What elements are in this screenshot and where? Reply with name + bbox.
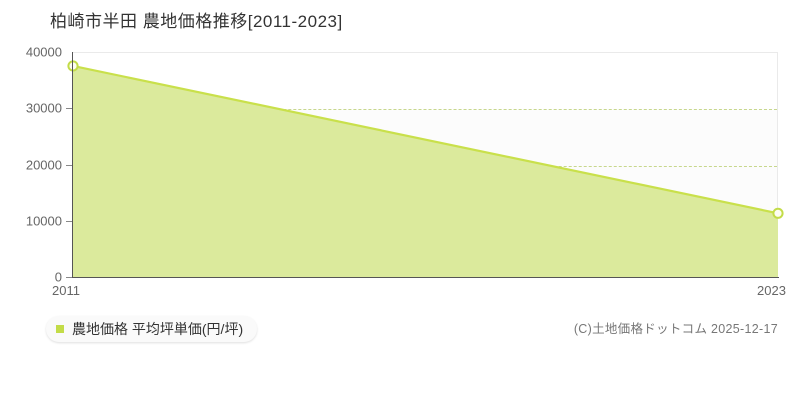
legend-color-swatch-icon xyxy=(56,325,64,333)
y-axis-tick-label-10000: 10000 xyxy=(25,213,62,229)
y-axis-tick-label-0: 0 xyxy=(54,269,62,285)
x-axis-tick-label-2023: 2023 xyxy=(757,283,786,298)
y-axis-tick-mark-0 xyxy=(66,277,73,278)
data-point-marker-2011 xyxy=(67,60,79,72)
data-point-marker-2023 xyxy=(772,207,784,219)
x-axis-line xyxy=(73,277,779,278)
plot-area xyxy=(67,52,784,278)
y-axis-tick-mark-30000 xyxy=(66,108,73,110)
series-line-agricultural-land-price xyxy=(72,64,779,215)
gridline-30000 xyxy=(73,109,777,111)
y-axis-tick-mark-10000 xyxy=(66,220,73,222)
chart-legend[interactable]: 農地価格 平均坪単価(円/坪) xyxy=(46,316,258,342)
series-area-chart xyxy=(67,60,784,278)
y-axis-tick-label-20000: 20000 xyxy=(25,157,62,172)
series-fill-agricultural-land-price xyxy=(73,65,778,278)
x-axis-tick-label-2011: 2011 xyxy=(52,283,80,298)
chart-title: 柏崎市半田 農地価格推移[2011-2023] xyxy=(50,12,343,31)
legend-item-label: 農地価格 平均坪単価(円/坪) xyxy=(72,321,244,337)
y-axis-tick-label-40000: 40000 xyxy=(25,44,62,60)
y-axis-line xyxy=(72,52,73,278)
copyright-credit: (C)土地価格ドットコム 2025-12-17 xyxy=(573,322,778,336)
y-axis-tick-mark-20000 xyxy=(66,164,73,166)
y-axis-tick-label-30000: 30000 xyxy=(25,100,62,116)
